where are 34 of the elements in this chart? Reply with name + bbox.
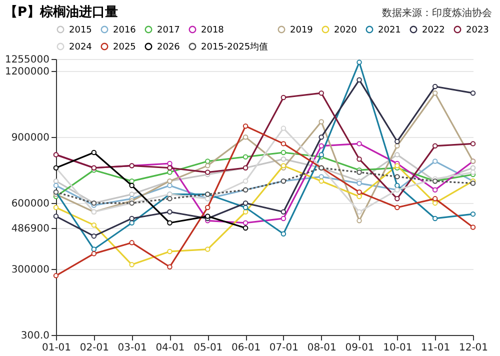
x-tick-label: 03-01: [118, 342, 147, 354]
legend-label: 2024: [69, 42, 92, 52]
source-note: 数据来源：印度炼油协会: [382, 6, 492, 20]
x-tick-label: 10-01: [383, 342, 412, 354]
legend-label: 2018: [201, 26, 224, 36]
x-tick-label: 12-01: [458, 342, 488, 354]
legend-label: 2015-2025均值: [201, 42, 268, 52]
x-tick-label: 11-01: [421, 342, 450, 354]
y-tick-label: 1200000: [4, 66, 50, 78]
legend-label: 2020: [334, 26, 358, 36]
x-tick-label: 06-01: [232, 342, 261, 354]
y-tick-label: 300000: [11, 264, 50, 276]
y-tick-label: 600000: [11, 198, 50, 210]
y-tick-label: 486900: [11, 223, 50, 234]
legend-label: 2015: [69, 26, 92, 36]
legend-label: 2021: [378, 26, 401, 36]
x-tick-label: 01-01: [42, 342, 72, 354]
x-tick-label: 09-01: [345, 342, 374, 354]
x-tick-label: 08-01: [307, 342, 336, 354]
x-tick-label: 02-01: [80, 342, 109, 354]
x-tick-label: 04-01: [156, 342, 185, 354]
y-tick-label: 1255000: [4, 54, 50, 66]
x-tick-label: 05-01: [194, 342, 223, 354]
legend-label: 2023: [466, 26, 489, 36]
legend-label: 2025: [113, 42, 136, 52]
chart-title: 【P】棕榈油进口量: [4, 4, 118, 20]
y-tick-label: 900000: [11, 132, 50, 144]
legend-label: 2016: [113, 26, 136, 36]
legend-label: 2019: [290, 26, 314, 36]
legend-label: 2017: [157, 26, 180, 36]
x-tick-label: 07-01: [269, 342, 298, 354]
legend-label: 2026: [157, 42, 180, 52]
y-tick-label: 300.0: [20, 330, 50, 342]
legend-label: 2022: [422, 26, 445, 36]
